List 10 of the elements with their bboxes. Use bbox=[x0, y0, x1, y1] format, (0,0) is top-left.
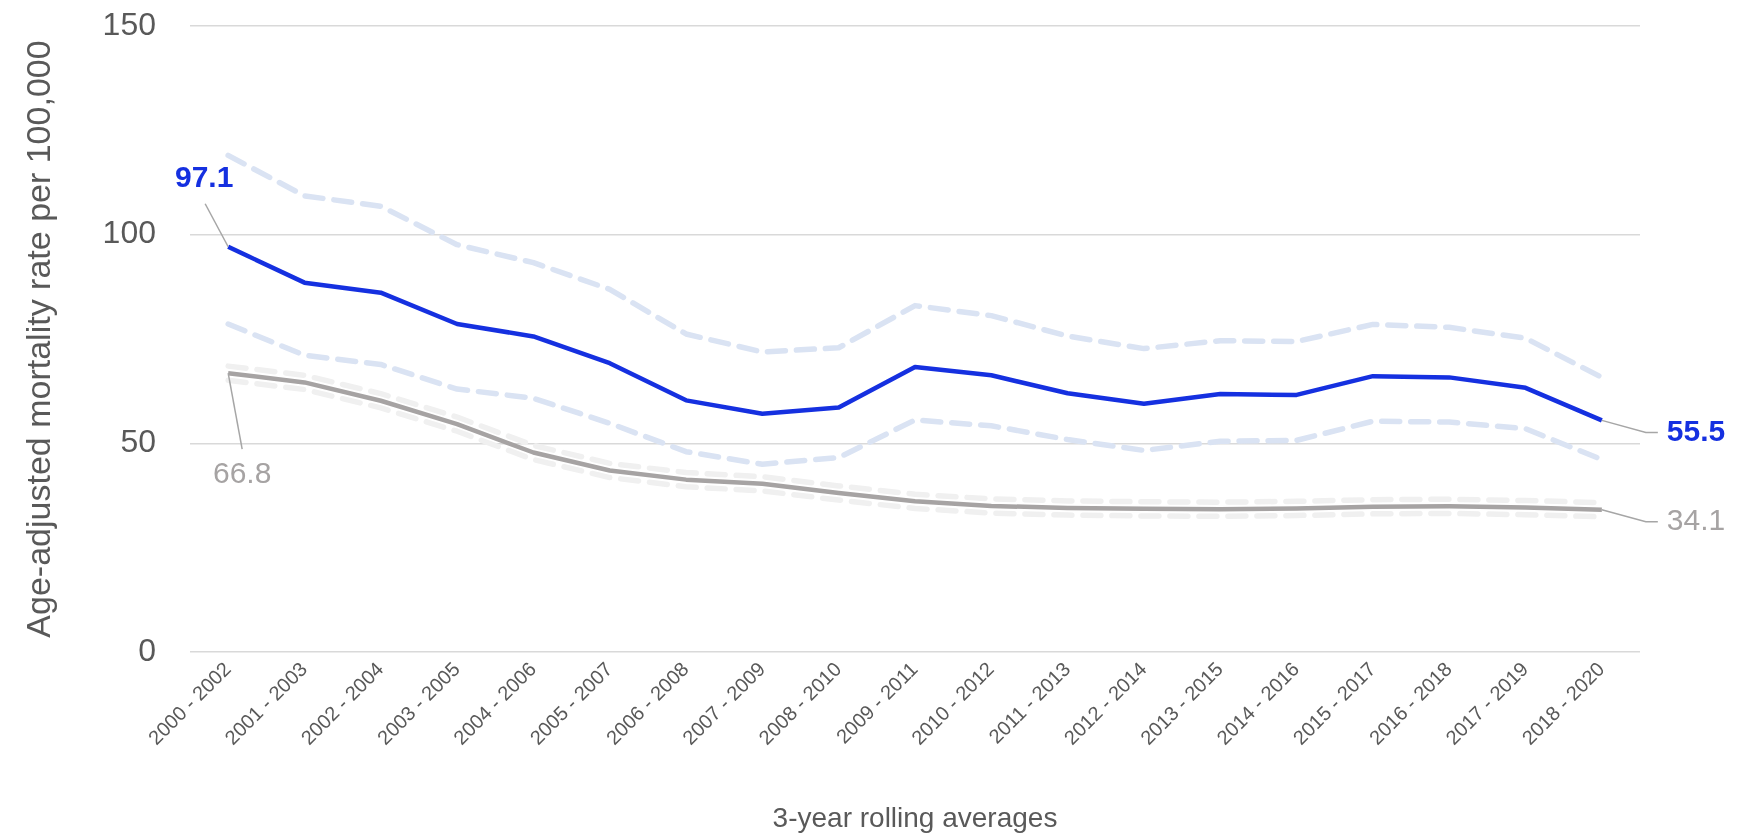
data-label: 34.1 bbox=[1666, 502, 1726, 536]
y-axis-title: Age-adjusted mortality rate per 100,000 bbox=[18, 40, 57, 638]
x-axis-title: 3-year rolling averages bbox=[772, 801, 1058, 833]
y-tick-label: 50 bbox=[120, 423, 156, 460]
data-label: 55.5 bbox=[1666, 413, 1726, 447]
data-label: 66.8 bbox=[212, 456, 272, 490]
y-tick-label: 0 bbox=[138, 631, 156, 668]
y-tick-label: 150 bbox=[102, 5, 156, 42]
data-label: 97.1 bbox=[174, 160, 234, 194]
y-tick-label: 100 bbox=[102, 214, 156, 251]
